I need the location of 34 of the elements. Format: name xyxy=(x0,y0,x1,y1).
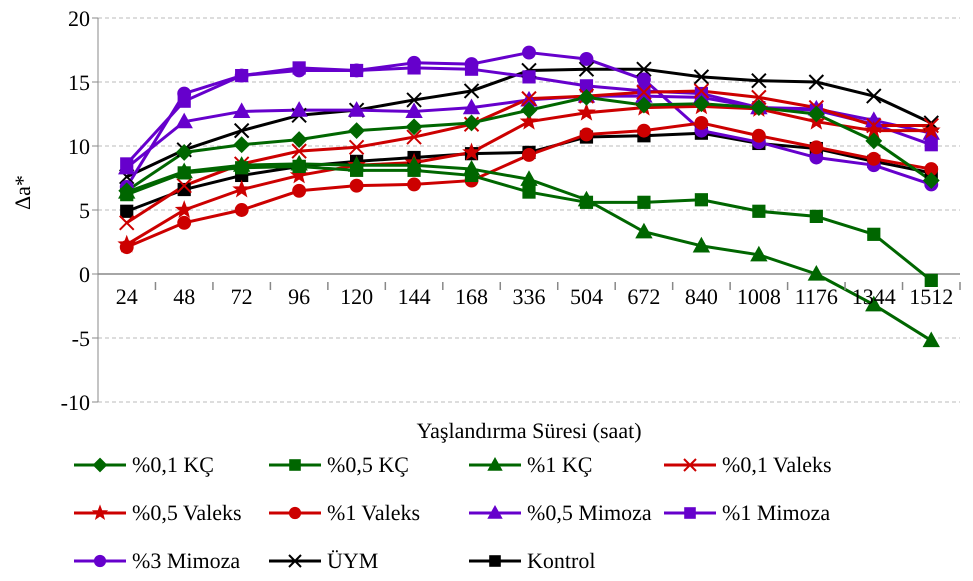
legend-label: %0,1 KÇ xyxy=(132,452,214,478)
x-tick-label: 96 xyxy=(288,284,310,309)
y-tick-label: 20 xyxy=(68,6,90,31)
legend-label: %3 Mimoza xyxy=(132,548,240,574)
x-tick-label: 168 xyxy=(455,284,488,309)
y-tick-label: -10 xyxy=(60,390,90,415)
y-tick-label: -5 xyxy=(72,326,90,351)
x-tick-label: 120 xyxy=(340,284,374,309)
y-tick-label: 10 xyxy=(68,134,90,159)
y-tick-label: 15 xyxy=(68,70,90,95)
x-tick-label: 336 xyxy=(512,284,546,309)
y-tick-label: 0 xyxy=(79,262,90,287)
legend-label: %0,5 Valeks xyxy=(132,500,242,526)
x-tick-label: 72 xyxy=(230,284,253,309)
x-tick-label: 672 xyxy=(627,284,660,309)
legend-label: %1 KÇ xyxy=(527,452,592,478)
legend-label: %1 Mimoza xyxy=(722,500,830,526)
x-tick-label: 1512 xyxy=(909,284,954,309)
legend-label: %0,5 KÇ xyxy=(327,452,409,478)
x-tick-label: 48 xyxy=(173,284,196,309)
x-tick-label: 504 xyxy=(570,284,603,309)
x-tick-label: 1176 xyxy=(794,284,838,309)
x-axis-title: Yaşlandırma Süresi (saat) xyxy=(416,418,642,443)
y-tick-label: 5 xyxy=(79,198,90,223)
legend-label: ÜYM xyxy=(327,548,378,574)
legend-label: %1 Valeks xyxy=(327,500,420,526)
legend-label: Kontrol xyxy=(527,548,596,574)
legend-label: %0,5 Mimoza xyxy=(527,500,652,526)
x-tick-label: 840 xyxy=(684,284,718,309)
x-tick-label: 1008 xyxy=(736,284,781,309)
legend-label: %0,1 Valeks xyxy=(722,452,832,478)
y-axis-title: Δa* xyxy=(10,175,35,210)
x-tick-label: 24 xyxy=(116,284,138,309)
x-tick-label: 144 xyxy=(398,284,431,309)
